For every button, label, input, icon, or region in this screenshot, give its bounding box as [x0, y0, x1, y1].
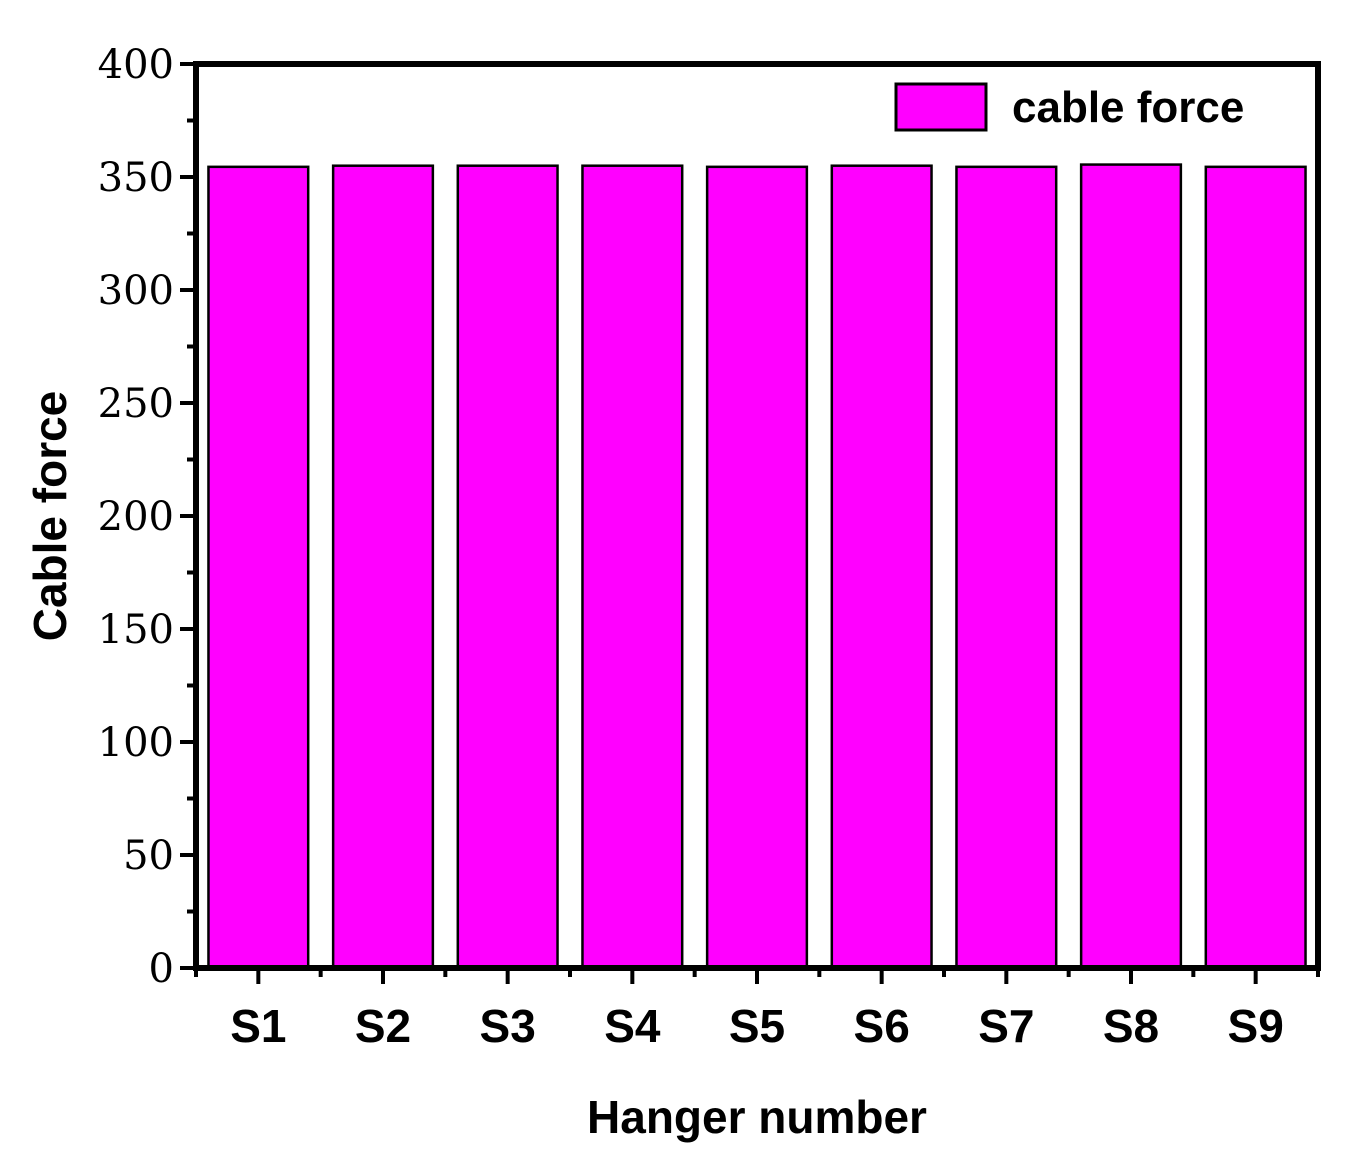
- x-tick-label: S7: [978, 1000, 1034, 1052]
- x-tick-label: S4: [604, 1000, 661, 1052]
- bar-S2: [331, 164, 435, 970]
- y-tick-label: 100: [98, 720, 174, 766]
- bar-S5: [705, 165, 809, 970]
- x-tick-label: S2: [355, 1000, 411, 1052]
- x-axis-title: Hanger number: [587, 1091, 927, 1143]
- bar-S4: [581, 164, 684, 970]
- legend-swatch: [894, 82, 988, 132]
- y-tick-label: 250: [98, 381, 174, 427]
- y-axis: 0 50 100 150 200 250 300 350 400: [98, 42, 196, 992]
- bar-S1: [207, 165, 310, 970]
- y-tick-label: 350: [98, 155, 174, 201]
- x-tick-label: S1: [230, 1000, 286, 1052]
- bar-S3: [456, 164, 559, 970]
- legend: cable force: [894, 82, 1244, 132]
- x-axis: S1 S2 S3 S4 S5 S6 S7 S8 S9: [194, 968, 1320, 1052]
- legend-label: cable force: [1012, 83, 1244, 132]
- y-axis-title: Cable force: [24, 391, 76, 642]
- bar-S8: [1079, 163, 1183, 970]
- x-tick-label: S9: [1228, 1000, 1284, 1052]
- bars-group: [207, 163, 1307, 970]
- y-tick-label: 200: [98, 494, 174, 540]
- y-tick-label: 0: [149, 946, 174, 992]
- x-tick-label: S8: [1103, 1000, 1159, 1052]
- y-tick-label: 50: [123, 833, 174, 879]
- y-tick-label: 400: [98, 42, 174, 88]
- x-tick-label: S6: [854, 1000, 910, 1052]
- x-tick-label: S5: [729, 1000, 785, 1052]
- bar-S7: [955, 165, 1058, 970]
- y-tick-label: 300: [98, 268, 174, 314]
- x-tick-label: S3: [480, 1000, 536, 1052]
- bar-S6: [830, 164, 933, 970]
- bar-S9: [1204, 165, 1307, 970]
- y-tick-label: 150: [98, 607, 174, 653]
